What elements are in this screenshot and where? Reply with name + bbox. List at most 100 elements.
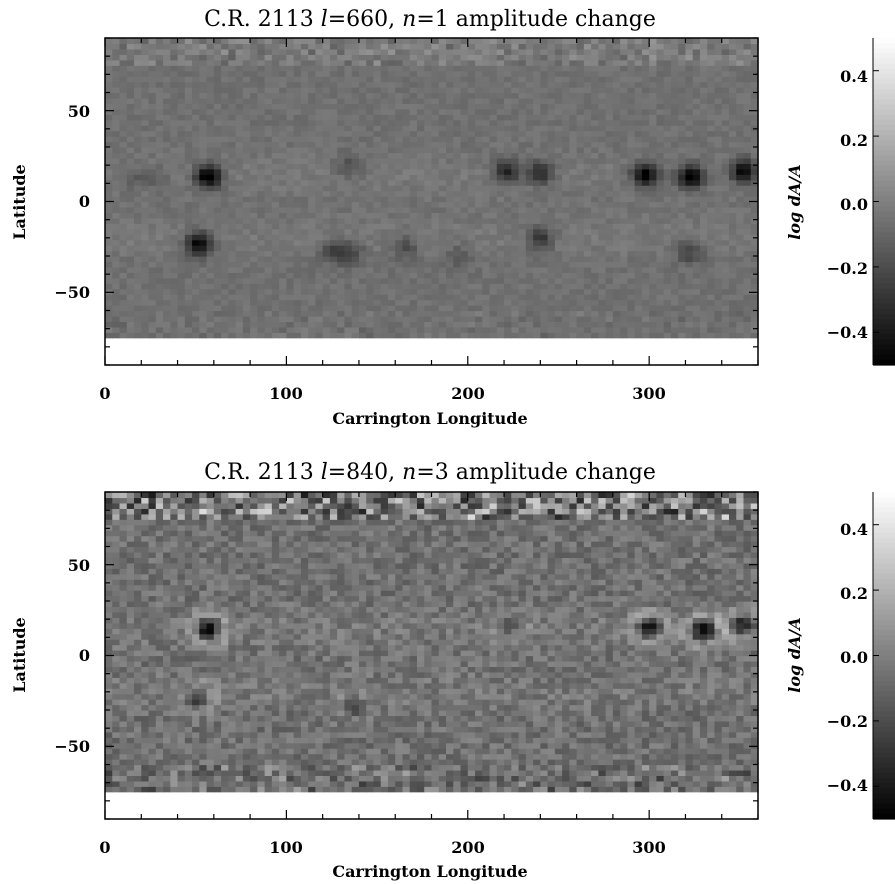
heatmap-cell — [163, 81, 171, 88]
heatmap-cell — [271, 59, 280, 66]
heatmap-cell — [293, 196, 302, 203]
heatmap-cell — [634, 81, 643, 88]
heatmap-cell — [206, 70, 215, 77]
heatmap-cell — [271, 321, 280, 328]
heatmap-cell — [387, 174, 396, 181]
heatmap-cell — [373, 174, 382, 181]
heatmap-cell — [112, 157, 121, 164]
heatmap-cell — [315, 201, 324, 208]
heatmap-cell — [300, 141, 309, 148]
heatmap-cell — [387, 76, 396, 83]
heatmap-cell — [416, 87, 425, 94]
heatmap-cell — [453, 256, 462, 263]
heatmap-cell — [540, 38, 549, 45]
heatmap-cell — [620, 152, 628, 159]
heatmap-cell — [286, 206, 295, 213]
heatmap-cell — [670, 234, 679, 241]
heatmap-cell — [569, 108, 578, 115]
heatmap-cell — [598, 76, 607, 83]
heatmap-cell — [155, 206, 164, 213]
heatmap-cell — [438, 283, 447, 290]
heatmap-cell — [656, 277, 665, 284]
heatmap-cell — [525, 103, 534, 110]
heatmap-cell — [148, 38, 157, 45]
heatmap-cell — [402, 81, 411, 88]
heatmap-cell — [482, 185, 491, 192]
heatmap-cell — [170, 294, 179, 301]
heatmap-cell — [605, 212, 614, 219]
heatmap-cell — [351, 212, 360, 219]
heatmap-cell — [743, 119, 752, 126]
heatmap-cell — [750, 272, 759, 279]
heatmap-cell — [264, 315, 273, 322]
heatmap-cell — [736, 272, 745, 279]
heatmap-cell — [163, 223, 171, 230]
heatmap-cell — [257, 201, 266, 208]
heatmap-cell — [409, 130, 418, 137]
heatmap-cell — [329, 125, 338, 132]
heatmap-cell — [576, 147, 585, 154]
heatmap-cell — [308, 250, 317, 257]
heatmap-cell — [554, 234, 563, 241]
heatmap-cell — [496, 201, 505, 208]
heatmap-cell — [192, 97, 200, 104]
heatmap-cell — [206, 272, 215, 279]
heatmap-cell — [242, 70, 251, 77]
heatmap-cell — [337, 108, 346, 115]
heatmap-cell — [134, 310, 142, 317]
heatmap-cell — [554, 136, 563, 143]
heatmap-cell — [692, 97, 701, 104]
heatmap-cell — [257, 326, 266, 333]
heatmap-cell — [177, 217, 186, 224]
heatmap-cell — [279, 87, 287, 94]
heatmap-cell — [293, 228, 302, 235]
heatmap-cell — [583, 130, 592, 137]
heatmap-cell — [279, 256, 287, 263]
heatmap-cell — [692, 321, 701, 328]
heatmap-cell — [525, 206, 534, 213]
heatmap-cell — [699, 332, 708, 339]
heatmap-cell — [656, 250, 665, 257]
heatmap-cell — [453, 272, 462, 279]
heatmap-cell — [286, 114, 295, 121]
heatmap-cell — [750, 190, 759, 197]
heatmap-cell — [692, 48, 701, 55]
heatmap-cell — [402, 92, 411, 99]
heatmap-cell — [221, 108, 229, 115]
heatmap-cell — [475, 125, 483, 132]
heatmap-cell — [409, 326, 418, 333]
heatmap-cell — [358, 87, 367, 94]
heatmap-cell — [562, 310, 570, 317]
heatmap-cell — [402, 217, 411, 224]
heatmap-cell — [699, 283, 708, 290]
heatmap-cell — [475, 48, 483, 55]
heatmap-cell — [670, 130, 679, 137]
heatmap-cell — [286, 179, 295, 186]
heatmap-cell — [489, 70, 498, 77]
heatmap-cell — [511, 38, 520, 45]
heatmap-cell — [562, 196, 570, 203]
heatmap-cell — [634, 92, 643, 99]
heatmap-cell — [250, 70, 258, 77]
heatmap-cell — [235, 87, 244, 94]
heatmap-cell — [424, 38, 433, 45]
heatmap-cell — [525, 163, 534, 170]
heatmap-cell — [126, 196, 135, 203]
heatmap-cell — [315, 70, 324, 77]
heatmap-cell — [678, 119, 687, 126]
heatmap-cell — [184, 206, 193, 213]
heatmap-cell — [141, 266, 150, 273]
heatmap-cell — [649, 185, 658, 192]
heatmap-cell — [300, 152, 309, 159]
heatmap-cell — [148, 119, 157, 126]
heatmap-cell — [134, 179, 142, 186]
heatmap-cell — [148, 147, 157, 154]
heatmap-cell — [605, 174, 614, 181]
heatmap-cell — [300, 92, 309, 99]
heatmap-cell — [250, 141, 258, 148]
heatmap-cell — [576, 119, 585, 126]
heatmap-cell — [228, 130, 237, 137]
heatmap-cell — [576, 141, 585, 148]
heatmap-cell — [366, 125, 375, 132]
heatmap-cell — [569, 92, 578, 99]
